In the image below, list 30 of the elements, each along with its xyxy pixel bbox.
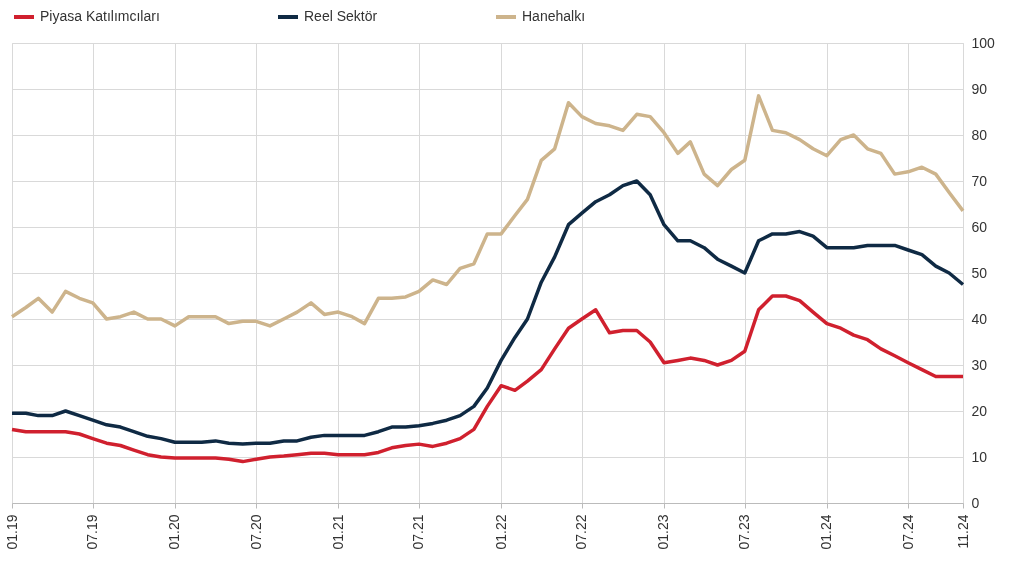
line-series [10,179,965,446]
x-tick-label: 01.21 [329,514,346,550]
x-tick-label: 01.24 [818,514,835,550]
x-tick-label: 01.23 [655,514,672,550]
line-series [10,94,965,328]
y-tick-label: 60 [971,218,988,235]
y-tick-label: 90 [971,80,988,97]
y-tick-label: 20 [971,402,988,419]
y-tick-label: 40 [971,310,988,327]
x-tick-label: 01.20 [166,514,183,550]
x-tick-label: 07.24 [899,514,916,550]
x-tick-label: 07.19 [84,514,101,550]
legend-label: Hanehalkı [522,8,586,24]
y-tick-label: 80 [971,126,988,143]
x-tick-label: 07.21 [410,514,427,550]
x-tick-label: 07.20 [247,514,264,550]
y-tick-label: 30 [971,356,988,373]
y-tick-label: 100 [971,34,996,51]
x-tick-label: 01.22 [492,514,509,550]
y-tick-label: 70 [971,172,988,189]
y-tick-label: 0 [971,494,980,511]
y-tick-label: 10 [971,448,988,465]
x-tick-label: 11.24 [954,514,971,549]
x-tick-label: 07.23 [736,514,753,550]
x-tick-label: 01.19 [3,514,20,550]
legend-label: Reel Sektör [304,8,378,24]
x-tick-label: 07.22 [573,514,590,550]
y-tick-label: 50 [971,264,988,281]
line-series [10,294,965,464]
legend-label: Piyasa Katılımcıları [40,8,160,24]
